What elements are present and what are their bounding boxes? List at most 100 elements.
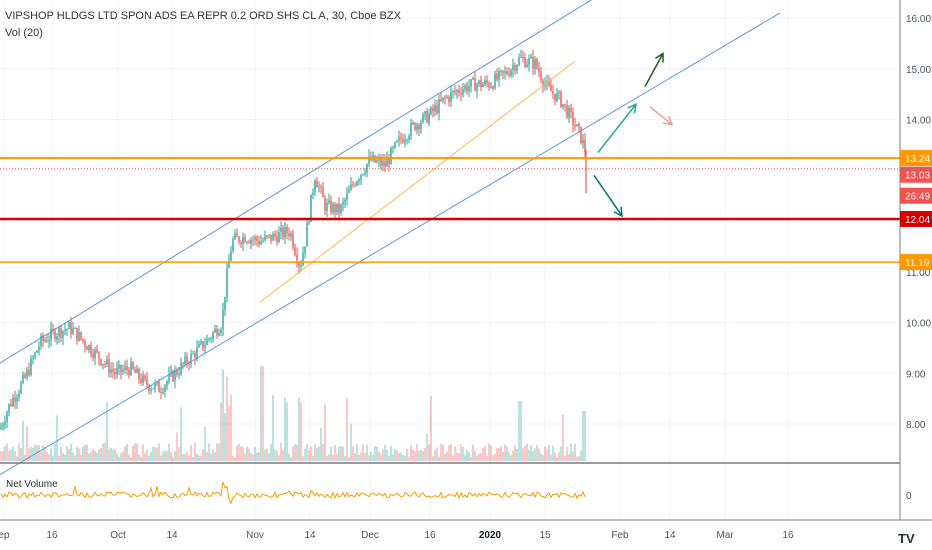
volume-bar [8, 450, 10, 461]
candle-body [562, 104, 564, 107]
candle-body [378, 159, 380, 161]
candle-body [118, 364, 120, 369]
volume-bar [534, 448, 536, 461]
candle-body [536, 59, 538, 69]
volume-bar [366, 444, 368, 461]
volume-bar [440, 443, 442, 461]
candle-body [330, 200, 332, 213]
volume-bar [132, 445, 134, 461]
candle-body [462, 89, 464, 95]
volume-bar [296, 444, 298, 461]
volume-bar [80, 455, 82, 461]
candle-body [110, 369, 112, 373]
volume-bar [84, 445, 86, 461]
volume-indicator-label[interactable]: Vol (20) [5, 27, 43, 39]
volume-bar [38, 445, 40, 461]
trend-line[interactable] [259, 60, 576, 303]
volume-bar [246, 446, 248, 461]
volume-bar [30, 446, 32, 461]
candle-body [196, 347, 198, 359]
volume-bar [564, 455, 566, 461]
candle-body [156, 381, 158, 384]
candle-body [204, 344, 206, 349]
volume-bar [408, 456, 410, 461]
volume-bar [432, 456, 434, 461]
candle-body [216, 328, 218, 336]
volume-bar [86, 444, 88, 461]
candle-body [542, 80, 544, 87]
candle-body [178, 374, 180, 376]
volume-bar [578, 456, 580, 461]
candle-body [108, 359, 110, 373]
volume-bar [274, 449, 276, 461]
volume-bar [26, 426, 28, 461]
volume-bar [78, 448, 80, 461]
candle-body [524, 57, 526, 68]
volume-bar [264, 449, 266, 461]
candle-body [114, 371, 116, 375]
volume-bar [374, 446, 376, 461]
price-tick-label: 14.00 [906, 116, 931, 127]
volume-bar [68, 448, 70, 461]
time-tick-label: 14 [166, 530, 178, 541]
candle-body [230, 250, 232, 261]
candle-body [6, 412, 8, 423]
candle-body [434, 105, 436, 112]
arrow-drawing[interactable] [644, 52, 664, 87]
svg-text:26:49: 26:49 [905, 192, 930, 203]
volume-bar [330, 446, 332, 461]
volume-bar [552, 445, 554, 461]
volume-bar [584, 411, 586, 461]
candle-body [396, 140, 398, 143]
volume-bar [402, 454, 404, 461]
candle-body [556, 92, 558, 102]
volume-bar [114, 449, 116, 461]
candle-body [476, 84, 478, 91]
candle-body [92, 354, 94, 358]
volume-bar [422, 451, 424, 461]
volume-bar [558, 451, 560, 461]
arrow-drawing[interactable] [597, 103, 637, 153]
volume-bar [174, 450, 176, 461]
volume-bar [88, 453, 90, 461]
chart-title[interactable]: VIPSHOP HLDGS LTD SPON ADS EA REPR 0.2 O… [5, 10, 402, 22]
volume-bar [544, 446, 546, 461]
candle-body [362, 174, 364, 176]
volume-bar [560, 446, 562, 461]
candle-body [550, 85, 552, 92]
volume-bar [582, 411, 584, 461]
volume-bar [442, 444, 444, 461]
volume-bar [28, 448, 30, 461]
candle-body [276, 236, 278, 243]
volume-bar [272, 395, 274, 461]
volume-bar [418, 450, 420, 461]
volume-bar [458, 453, 460, 461]
time-axis[interactable]: ep 16 Oct 14 Nov 14 Dec 16 2020 15 Feb 14 Mar 16 [0, 530, 794, 541]
candle-body [584, 139, 586, 152]
arrow-drawing[interactable] [649, 106, 674, 126]
volume-bar [182, 453, 184, 461]
candle-body [382, 160, 384, 166]
candle-body [456, 90, 458, 93]
volume-bar [176, 432, 178, 461]
candle-body [440, 99, 442, 101]
volume-bar [548, 444, 550, 461]
volume-bar [492, 455, 494, 461]
candle-body [142, 375, 144, 384]
candle-body [28, 369, 30, 375]
candle-body [474, 77, 476, 91]
candle-body [54, 330, 56, 340]
price-tags: 13.24 12.04 11.19 13.03 26:49 [900, 150, 932, 271]
candle-body [132, 362, 134, 369]
candle-body [492, 86, 494, 89]
volume-bar [146, 449, 148, 461]
volume-bar [520, 401, 522, 461]
candle-body [512, 65, 514, 70]
candle-body [218, 333, 220, 336]
arrow-drawing[interactable] [593, 174, 623, 218]
trend-line[interactable] [0, 0, 595, 364]
net-volume-label[interactable]: Net Volume [6, 479, 58, 490]
trend-line[interactable] [0, 12, 781, 476]
candle-body [352, 184, 354, 186]
